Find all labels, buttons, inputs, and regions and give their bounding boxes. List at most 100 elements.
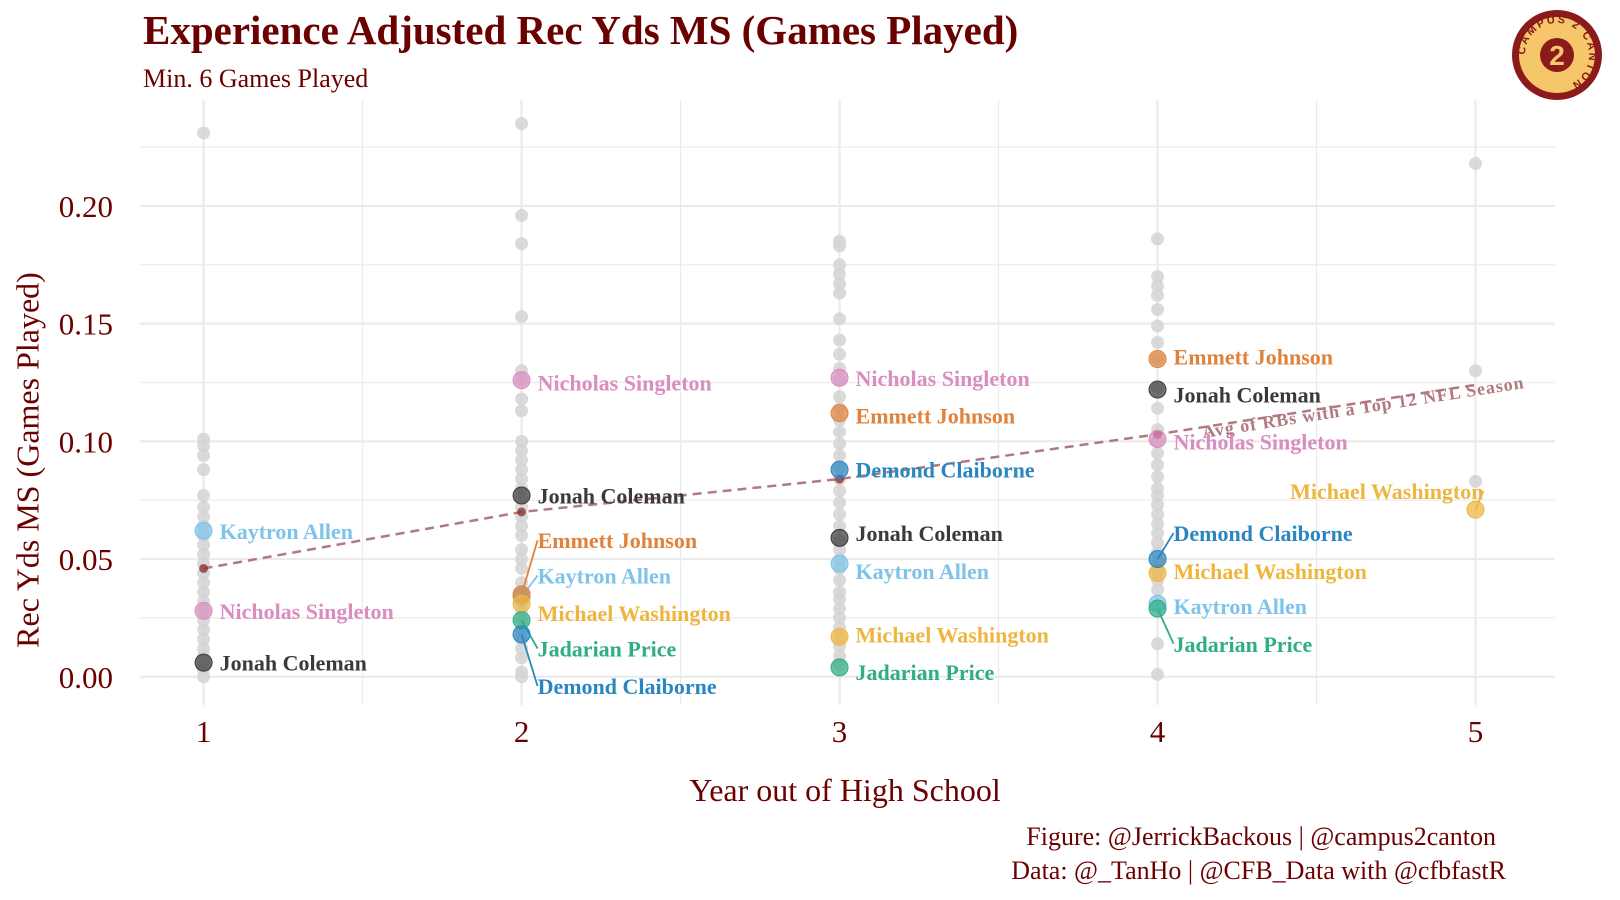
background-point	[833, 519, 847, 533]
background-point	[515, 463, 529, 477]
background-point	[833, 496, 847, 510]
background-point	[1469, 474, 1483, 488]
x-tick-label: 5	[1468, 714, 1484, 749]
background-point	[1151, 446, 1165, 460]
player-label: Michael Washington	[1174, 559, 1367, 584]
y-tick-label: 0.15	[59, 307, 113, 342]
background-point	[515, 670, 529, 684]
player-label: Nicholas Singleton	[538, 370, 712, 395]
player-label: Jonah Coleman	[220, 651, 367, 676]
background-point	[1151, 279, 1165, 293]
background-point	[515, 310, 529, 324]
player-label: Kaytron Allen	[220, 519, 353, 544]
background-point	[515, 237, 529, 251]
player-label: Jonah Coleman	[1174, 382, 1321, 407]
y-axis-ticks: 0.00 0.05 0.10 0.15 0.20	[59, 189, 113, 695]
player-point	[830, 368, 849, 387]
average-line	[203, 383, 1476, 570]
player-label: Emmett Johnson	[856, 403, 1016, 428]
background-point	[1151, 488, 1165, 502]
background-point	[197, 670, 211, 684]
player-label: Jonah Coleman	[856, 521, 1003, 546]
background-point	[197, 547, 211, 561]
player-point	[1148, 550, 1167, 569]
background-point	[515, 529, 529, 543]
player-points	[194, 349, 1485, 677]
player-point	[512, 625, 531, 644]
background-point	[515, 453, 529, 467]
background-point	[197, 576, 211, 590]
player-label: Kaytron Allen	[1174, 594, 1307, 619]
y-tick-label: 0.10	[59, 424, 113, 459]
background-point	[833, 448, 847, 462]
player-point	[512, 371, 531, 390]
background-point	[1151, 536, 1165, 550]
player-label: Michael Washington	[538, 601, 731, 626]
label-leader-line	[520, 634, 539, 687]
background-point	[1151, 319, 1165, 333]
label-leader-line	[520, 539, 539, 595]
background-point	[1151, 288, 1165, 302]
player-point	[1148, 380, 1167, 399]
player-label: Jadarian Price	[538, 637, 677, 662]
background-point	[833, 601, 847, 615]
background-point	[515, 552, 529, 566]
campus2canton-logo: CAMPUS 2 CANTON 2	[1512, 10, 1602, 100]
background-point	[197, 632, 211, 646]
player-point	[194, 521, 213, 540]
background-point	[515, 472, 529, 486]
background-point	[833, 484, 847, 498]
player-label: Kaytron Allen	[538, 564, 671, 589]
background-point	[197, 439, 211, 453]
background-point	[515, 404, 529, 418]
background-point	[197, 488, 211, 502]
background-point	[833, 258, 847, 272]
player-label: Demond Claiborne	[538, 674, 717, 699]
logo-center-circle	[1540, 38, 1574, 72]
player-label: Demond Claiborne	[1174, 521, 1353, 546]
background-point	[833, 286, 847, 300]
x-axis-ticks: 1 2 3 4 5	[196, 714, 1483, 749]
player-point	[512, 486, 531, 505]
background-point	[197, 538, 211, 552]
player-point	[1148, 349, 1167, 368]
player-label: Nicholas Singleton	[1174, 429, 1348, 454]
background-point	[833, 611, 847, 625]
y-tick-label: 0.20	[59, 189, 113, 224]
background-point	[515, 208, 529, 222]
player-label: Emmett Johnson	[538, 528, 698, 553]
player-label: Jadarian Price	[856, 660, 995, 685]
chart-subtitle: Min. 6 Games Played	[143, 64, 369, 93]
background-point	[833, 267, 847, 281]
background-point	[1151, 270, 1165, 284]
background-point	[197, 623, 211, 637]
background-point	[1469, 157, 1483, 171]
player-point	[830, 460, 849, 479]
background-point	[515, 561, 529, 575]
background-point	[197, 448, 211, 462]
player-point	[512, 594, 531, 613]
background-point	[1151, 498, 1165, 512]
player-point	[830, 554, 849, 573]
player-label: Jadarian Price	[1174, 632, 1313, 657]
figure-credit: Figure: @JerrickBackous | @campus2canton	[1026, 822, 1496, 851]
player-point	[830, 528, 849, 547]
x-axis-label: Year out of High School	[689, 772, 1001, 808]
x-tick-label: 3	[832, 714, 848, 749]
background-point	[833, 573, 847, 587]
background-point	[1151, 458, 1165, 472]
background-point	[833, 425, 847, 439]
background-point	[515, 434, 529, 448]
player-label: Nicholas Singleton	[856, 366, 1030, 391]
chart-title: Experience Adjusted Rec Yds MS (Games Pl…	[143, 7, 1019, 53]
player-labels: Kaytron Allen Nicholas Singleton Jonah Col…	[220, 345, 1484, 700]
background-point	[515, 519, 529, 533]
player-label: Jonah Coleman	[538, 483, 685, 508]
logo-number: 2	[1549, 40, 1565, 71]
data-credit: Data: @_TanHo | @CFB_Data with @cfbfastR	[1011, 856, 1506, 885]
background-point	[833, 347, 847, 361]
player-point	[830, 404, 849, 423]
background-point	[833, 507, 847, 521]
player-point	[1148, 429, 1167, 448]
